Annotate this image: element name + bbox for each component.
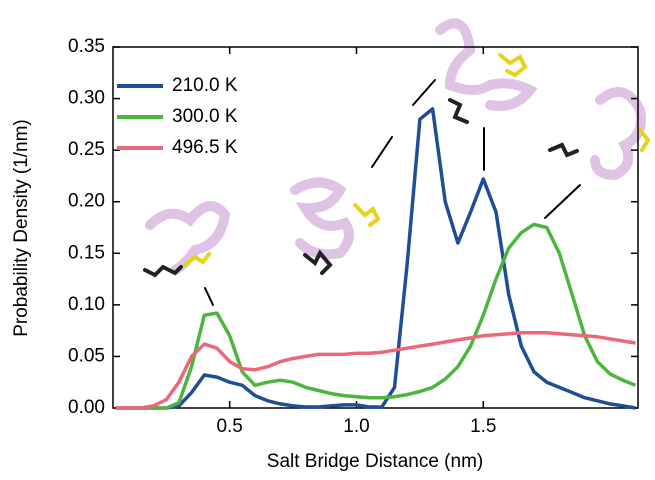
inset-3 — [413, 23, 530, 170]
y-axis-label: Probability Density (1/nm) — [11, 119, 32, 337]
y-tick-label: 0.10 — [68, 294, 105, 315]
y-tick-label: 0.00 — [68, 397, 105, 418]
y-tick-label: 0.35 — [68, 36, 105, 57]
x-tick-label: 1.0 — [343, 416, 369, 437]
x-axis-label: Salt Bridge Distance (nm) — [267, 451, 483, 472]
chart: Probability Density (1/nm) Salt Bridge D… — [0, 0, 655, 475]
legend-label: 496.5 K — [172, 137, 238, 158]
x-tick-label: 0.5 — [216, 416, 242, 437]
y-tick-label: 0.05 — [68, 345, 105, 366]
legend-label: 210.0 K — [172, 75, 238, 96]
y-tick-label: 0.15 — [68, 242, 105, 263]
y-tick-label: 0.30 — [68, 88, 105, 109]
structure-insets — [145, 23, 648, 305]
y-tick-label: 0.20 — [68, 191, 105, 212]
legend-label: 300.0 K — [172, 106, 238, 127]
inset-1 — [145, 206, 225, 305]
inset-4 — [545, 92, 648, 218]
inset-2 — [295, 137, 392, 273]
y-tick-label: 0.25 — [68, 139, 105, 160]
x-tick-label: 1.5 — [470, 416, 496, 437]
